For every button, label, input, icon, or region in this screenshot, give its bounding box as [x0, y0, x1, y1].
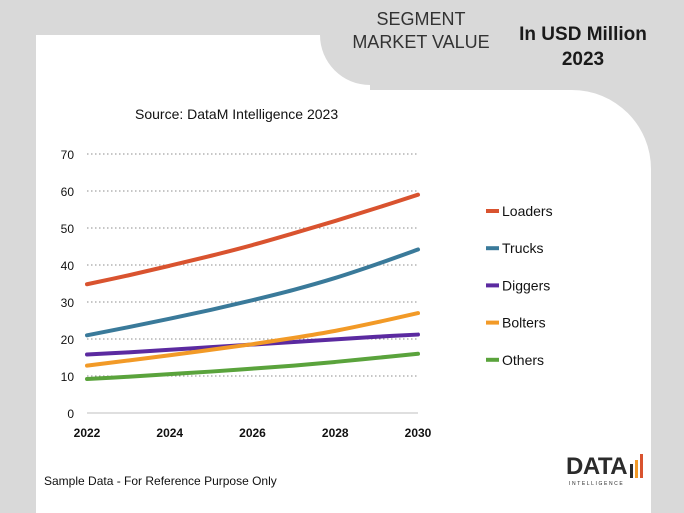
x-tick-label: 2026 — [239, 426, 266, 440]
y-tick-label: 50 — [61, 222, 75, 236]
y-tick-label: 60 — [61, 185, 75, 199]
logo-subtitle: INTELLIGENCE — [569, 481, 625, 487]
segment-market-value-title: SEGMENT MARKET VALUE — [352, 9, 490, 52]
logo-bars-icon — [630, 454, 643, 478]
legend-label-others: Others — [502, 352, 544, 368]
series-line-loaders — [85, 192, 420, 287]
legend-label-diggers: Diggers — [502, 277, 550, 293]
y-tick-label: 40 — [61, 259, 75, 273]
x-tick-label: 2028 — [322, 426, 349, 440]
x-tick-label: 2024 — [156, 426, 183, 440]
y-tick-label: 20 — [61, 333, 75, 347]
y-tick-label: 70 — [61, 148, 75, 162]
x-tick-label: 2030 — [405, 426, 432, 440]
series-line-trucks — [85, 247, 420, 338]
logo-word: DATA — [566, 453, 628, 480]
legend-label-trucks: Trucks — [502, 240, 543, 256]
datam-logo: DATA INTELLIGENCE — [566, 450, 644, 490]
unit-year-title: In USD Million 2023 — [519, 24, 647, 70]
chart-source: Source: DataM Intelligence 2023 — [135, 106, 339, 122]
legend-label-loaders: Loaders — [502, 203, 553, 219]
series-line-others — [85, 351, 420, 381]
x-tick-label: 2022 — [74, 426, 101, 440]
series-line-bolters — [85, 311, 420, 368]
y-tick-label: 10 — [61, 370, 75, 384]
sample-data-disclaimer: Sample Data - For Reference Purpose Only — [44, 474, 277, 488]
y-tick-label: 0 — [67, 407, 74, 421]
y-tick-label: 30 — [61, 296, 75, 310]
legend-label-bolters: Bolters — [502, 315, 546, 331]
